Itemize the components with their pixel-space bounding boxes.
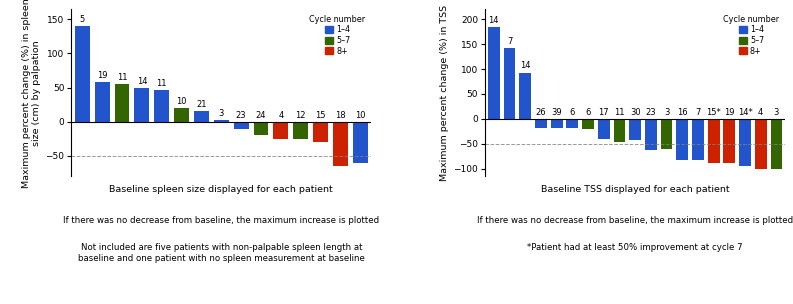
Bar [739,119,751,166]
Bar [629,119,641,140]
Bar [94,82,109,122]
Bar [707,119,719,163]
Text: 10: 10 [176,97,187,106]
Bar [692,119,704,160]
Bar [551,119,562,128]
Text: 19: 19 [97,71,107,80]
Bar [645,119,657,150]
Bar [114,84,129,122]
Text: 11: 11 [117,73,127,82]
Bar [755,119,767,169]
Text: 15*: 15* [707,108,721,117]
Text: 23: 23 [646,108,656,117]
Text: 18: 18 [335,111,346,120]
Y-axis label: Maximum percent change (%) in spleen
size (cm) by palpation: Maximum percent change (%) in spleen siz… [22,0,41,188]
Text: 30: 30 [630,108,641,117]
Bar [214,120,228,122]
Text: 17: 17 [599,108,609,117]
Bar [75,26,90,122]
Text: 5: 5 [79,15,85,24]
Bar [274,122,289,139]
Bar [614,119,626,142]
Bar [194,112,209,122]
Legend: 1–4, 5–7, 8+: 1–4, 5–7, 8+ [308,13,367,57]
Text: 14: 14 [488,16,499,25]
Bar [723,119,735,163]
Text: 21: 21 [196,101,207,109]
Bar [234,122,249,129]
Text: *Patient had at least 50% improvement at cycle 7: *Patient had at least 50% improvement at… [527,243,743,252]
Text: 14*: 14* [737,108,753,117]
Text: If there was no decrease from baseline, the maximum increase is plotted: If there was no decrease from baseline, … [63,216,379,225]
Bar [566,119,578,128]
Text: 7: 7 [695,108,701,117]
Bar [598,119,610,139]
Bar [504,47,515,119]
Bar [676,119,688,160]
Legend: 1–4, 5–7, 8+: 1–4, 5–7, 8+ [722,13,781,57]
Bar [254,122,269,135]
Text: B: B [446,0,458,2]
Text: Baseline TSS displayed for each patient: Baseline TSS displayed for each patient [541,185,730,195]
Text: 24: 24 [256,111,266,120]
Y-axis label: Maximum percent change (%) in TSS: Maximum percent change (%) in TSS [440,5,450,181]
Bar [293,122,308,139]
Text: 39: 39 [551,108,562,117]
Bar [488,26,500,119]
Text: 16: 16 [677,108,688,117]
Text: 4: 4 [758,108,764,117]
Bar [135,88,149,122]
Text: 19: 19 [724,108,734,117]
Text: 15: 15 [316,111,326,120]
Text: 26: 26 [535,108,546,117]
Bar [333,122,348,166]
Text: A: A [33,0,44,2]
Bar [535,119,547,128]
Bar [582,119,594,129]
Bar [353,122,368,163]
Bar [313,122,328,142]
Text: 14: 14 [136,77,147,86]
Text: 6: 6 [569,108,575,117]
Text: Baseline spleen size displayed for each patient: Baseline spleen size displayed for each … [109,185,333,195]
Bar [661,119,672,149]
Text: If there was no decrease from baseline, the maximum increase is plotted: If there was no decrease from baseline, … [477,216,793,225]
Text: 11: 11 [615,108,625,117]
Bar [155,90,169,122]
Text: 3: 3 [219,109,224,118]
Text: 7: 7 [507,36,512,46]
Bar [174,108,189,122]
Text: 4: 4 [278,111,284,120]
Text: 23: 23 [236,111,247,120]
Text: 3: 3 [774,108,779,117]
Text: 12: 12 [296,111,306,120]
Bar [519,73,531,119]
Bar [771,119,783,169]
Text: 3: 3 [664,108,669,117]
Text: Not included are five patients with non-palpable spleen length at
baseline and o: Not included are five patients with non-… [78,243,365,263]
Text: 6: 6 [585,108,591,117]
Text: 11: 11 [156,79,167,88]
Text: 14: 14 [520,61,531,71]
Text: 10: 10 [355,111,366,120]
